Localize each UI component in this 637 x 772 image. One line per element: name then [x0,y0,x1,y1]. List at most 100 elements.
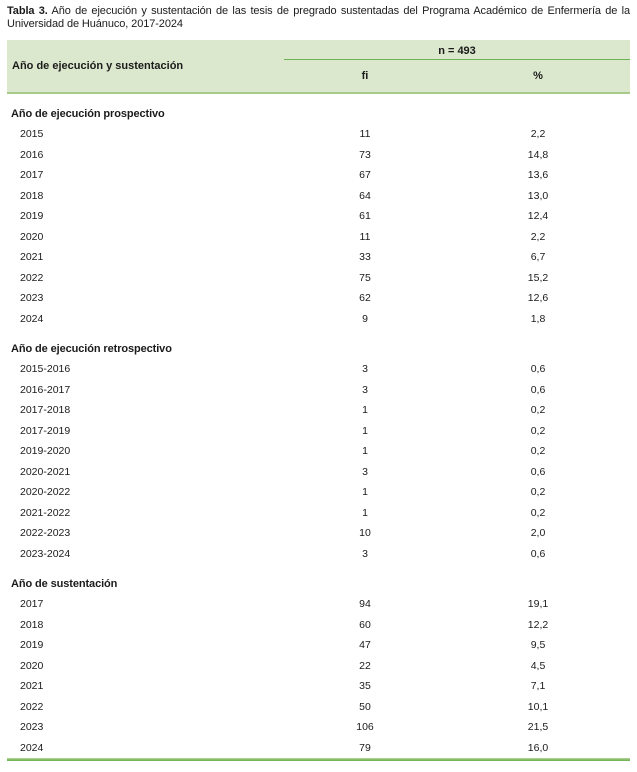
row-label: 2024 [20,312,44,325]
row-pct-value: 16,0 [527,741,549,754]
row-pct-value: 0,6 [530,547,546,560]
row-pct-value: 4,5 [530,659,546,672]
row-fi-value: 1 [362,404,368,417]
table-row: 2019 47 9,5 [7,635,630,656]
table-row: 2017 67 13,6 [7,165,630,186]
header-row-dimension: Año de ejecución y sustentación [12,60,184,72]
row-label: 2017 [20,169,44,182]
row-fi-value: 3 [362,383,368,396]
section-header: Año de sustentación [11,578,118,590]
header-subcolumns: fi % [284,60,630,92]
row-label: 2020 [20,659,44,672]
table-row: 2023 106 21,5 [7,717,630,738]
table-row: 2017 94 19,1 [7,594,630,615]
row-label: 2017 [20,598,44,611]
table-row: 2020 22 4,5 [7,656,630,677]
row-fi-value: 22 [359,659,371,672]
table-caption-label: Tabla 3. [7,5,48,17]
row-pct-value: 0,2 [530,506,546,519]
table-row: 2024 79 16,0 [7,738,630,759]
row-pct-value: 13,0 [527,189,549,202]
row-fi-value: 1 [362,445,368,458]
row-fi-value: 10 [359,527,371,540]
row-label: 2015-2016 [20,363,71,376]
table-row: 2018 64 13,0 [7,186,630,207]
table-row: 2023-2024 3 0,6 [7,544,630,565]
row-label: 2017-2018 [20,404,71,417]
row-label: 2023 [20,292,44,305]
row-fi-value: 79 [359,741,371,754]
row-fi-value: 9 [362,312,368,325]
row-pct-value: 0,6 [530,383,546,396]
row-fi-value: 33 [359,251,371,264]
table-row: 2016-2017 3 0,6 [7,380,630,401]
row-fi-value: 3 [362,465,368,478]
table-row: 2024 9 1,8 [7,309,630,330]
row-label: 2023-2024 [20,547,71,560]
row-pct-value: 2,0 [530,527,546,540]
table-row: 2022 75 15,2 [7,268,630,289]
row-fi-value: 47 [359,639,371,652]
row-fi-value: 67 [359,169,371,182]
row-label: 2019-2020 [20,445,71,458]
table-row: 2019 61 12,4 [7,206,630,227]
table-bottom-rule [7,758,630,761]
header-n-group: n = 493 fi % [284,40,630,92]
row-pct-value: 10,1 [527,700,549,713]
table-row: 2017-2019 1 0,2 [7,421,630,442]
section-header: Año de ejecución retrospectivo [11,343,172,355]
row-label: 2017-2019 [20,424,71,437]
row-label: 2016-2017 [20,383,71,396]
row-pct-value: 12,2 [527,618,549,631]
table-row: 2021-2022 1 0,2 [7,503,630,524]
row-pct-value: 15,2 [527,271,549,284]
data-table: Año de ejecución y sustentación n = 493 … [7,40,630,761]
table-body: Año de ejecución prospectivo 2015 11 2,2 201… [7,94,630,758]
row-label: 2022 [20,271,44,284]
table-row: 2020 11 2,2 [7,227,630,248]
table-header: Año de ejecución y sustentación n = 493 … [7,40,630,94]
row-pct-value: 6,7 [530,251,546,264]
row-pct-value: 19,1 [527,598,549,611]
table-row: 2019-2020 1 0,2 [7,441,630,462]
row-label: 2024 [20,741,44,754]
row-fi-value: 1 [362,424,368,437]
row-fi-value: 1 [362,486,368,499]
header-n-total: n = 493 [284,40,630,60]
row-label: 2022 [20,700,44,713]
row-pct-value: 0,2 [530,404,546,417]
row-fi-value: 75 [359,271,371,284]
row-pct-value: 12,4 [527,210,549,223]
row-label: 2021-2022 [20,506,71,519]
row-label: 2019 [20,210,44,223]
row-label: 2022-2023 [20,527,71,540]
row-fi-value: 3 [362,547,368,560]
row-pct-value: 14,8 [527,148,549,161]
row-fi-value: 50 [359,700,371,713]
row-fi-value: 61 [359,210,371,223]
table-row: 2023 62 12,6 [7,288,630,309]
row-fi-value: 73 [359,148,371,161]
row-fi-value: 64 [359,189,371,202]
header-pct-column: % [533,70,543,82]
row-pct-value: 0,2 [530,424,546,437]
row-pct-value: 0,2 [530,486,546,499]
row-fi-value: 60 [359,618,371,631]
row-pct-value: 1,8 [530,312,546,325]
row-pct-value: 7,1 [530,680,546,693]
row-label: 2023 [20,721,44,734]
table-caption: Tabla 3. Año de ejecución y sustentación… [7,5,630,30]
row-label: 2021 [20,680,44,693]
row-label: 2018 [20,618,44,631]
table-row: 2020-2021 3 0,6 [7,462,630,483]
row-label: 2019 [20,639,44,652]
table-row: 2015 11 2,2 [7,124,630,145]
row-fi-value: 11 [359,128,371,141]
row-pct-value: 2,2 [530,230,546,243]
row-pct-value: 0,2 [530,445,546,458]
row-pct-value: 0,6 [530,363,546,376]
table-row: 2018 60 12,2 [7,615,630,636]
row-fi-value: 35 [359,680,371,693]
row-pct-value: 0,6 [530,465,546,478]
